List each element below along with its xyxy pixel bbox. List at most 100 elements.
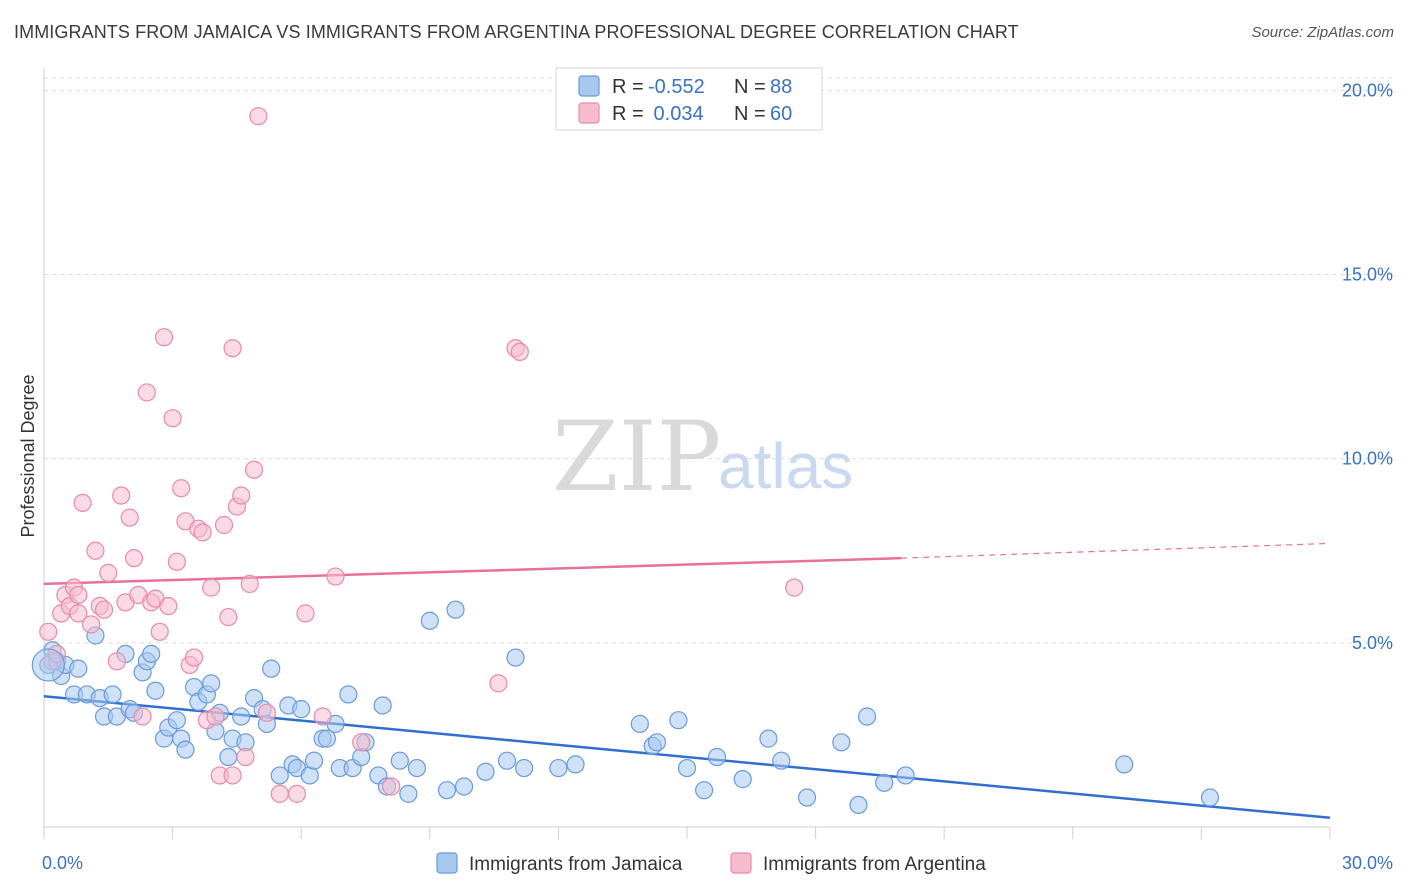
jamaica-point [677,758,697,778]
argentina-point [69,604,88,623]
argentina-point [107,652,126,671]
jamaica-point [292,700,311,719]
legend-n-value-jamaica: 88 [770,76,792,98]
argentina-point [223,339,242,358]
argentina-trend-extension [901,542,1331,559]
argentina-point [137,383,156,402]
jamaica-point [176,740,195,759]
jamaica-point [202,674,221,693]
y-tick-label: 20.0% [1342,80,1393,100]
legend-swatch-argentina [578,102,600,124]
y-tick-label: 15.0% [1342,265,1393,285]
jamaica-point [772,751,791,770]
source-label: Source: ZipAtlas.com [1251,24,1394,41]
x-tick-labels: 0.0% 30.0% [42,853,1393,873]
jamaica-point [232,707,251,726]
jamaica-point [103,685,122,704]
jamaica-point [566,755,585,774]
grid [44,77,1392,644]
argentina-point [120,508,139,527]
y-tick-label: 10.0% [1342,449,1393,469]
jamaica-point [390,751,409,770]
jamaica-point [549,758,568,778]
argentina-point [313,707,332,726]
argentina-point [167,552,186,571]
argentina-point [99,563,118,582]
legend-swatch-jamaica [578,75,600,97]
argentina-point [73,493,92,513]
jamaica-point [146,681,165,700]
argentina-point [296,604,315,623]
jamaica-point [437,781,457,800]
legend-label-jamaica: Immigrants from Jamaica [469,854,683,875]
argentina-point [112,486,131,505]
legend-n-value-argentina: 60 [770,103,792,125]
argentina-point [86,541,105,560]
argentina-point [202,578,221,597]
argentina-point [159,596,178,616]
jamaica-point [875,773,894,792]
jamaica-point [454,777,474,796]
legend-r-value-jamaica: -0.552 [648,76,705,98]
jamaica-point [407,758,427,778]
argentina-point [240,574,259,594]
jamaica-point [373,696,392,715]
jamaica-point [630,714,649,733]
jamaica-point [339,685,358,704]
axes [43,68,1331,839]
jamaica-point [219,747,238,767]
argentina-point [206,707,225,726]
jamaica-point [304,751,324,770]
legend-n-label: N = [734,76,766,98]
argentina-point [39,622,58,641]
x-tick-label: 0.0% [42,853,83,873]
y-tick-label: 5.0% [1352,633,1393,653]
jamaica-point [262,659,281,678]
jamaica-point [399,784,418,803]
jamaica-point [270,766,289,785]
argentina-point [184,648,204,667]
argentina-point [249,107,268,126]
watermark-zip: ZIP [552,401,721,513]
jamaica-point [497,751,517,770]
series-legend: Immigrants from Jamaica Immigrants from … [436,852,986,875]
y-axis-title: Professional Degree [18,374,38,537]
legend-r-value-argentina: 0.034 [648,103,704,125]
argentina-point [236,747,255,767]
jamaica-point [695,781,714,800]
argentina-point [352,733,371,752]
argentina-point [510,342,529,362]
x-tick-label: 30.0% [1342,853,1393,873]
jamaica-point [142,644,161,664]
argentina-point [326,567,345,586]
chart-title: IMMIGRANTS FROM JAMAICA VS IMMIGRANTS FR… [14,22,1019,42]
argentina-point [287,784,307,803]
jamaica-point [647,733,667,752]
jamaica-point [515,758,534,778]
watermark-atlas: atlas [718,430,853,502]
jamaica-point [797,788,817,807]
argentina-point [382,777,401,796]
jamaica-point [69,659,88,678]
data-points [31,107,1220,815]
jamaica-point [31,648,65,682]
argentina-point [150,622,169,641]
legend-label-argentina: Immigrants from Argentina [763,854,986,875]
argentina-point [124,549,144,568]
y-tick-labels: 5.0% 10.0% 15.0% 20.0% [1342,80,1393,652]
jamaica-point [707,747,727,767]
jamaica-point [733,770,752,789]
jamaica-point [759,729,778,748]
jamaica-point [317,729,337,748]
argentina-point [69,585,88,605]
argentina-point [154,328,174,347]
jamaica-point [1200,788,1220,807]
jamaica-point [896,766,915,785]
jamaica-point [506,648,525,667]
jamaica-point [857,707,877,726]
argentina-point [94,600,114,619]
argentina-point [219,607,238,627]
watermark: ZIP atlas [552,401,853,513]
legend-swatch-argentina [730,852,752,874]
